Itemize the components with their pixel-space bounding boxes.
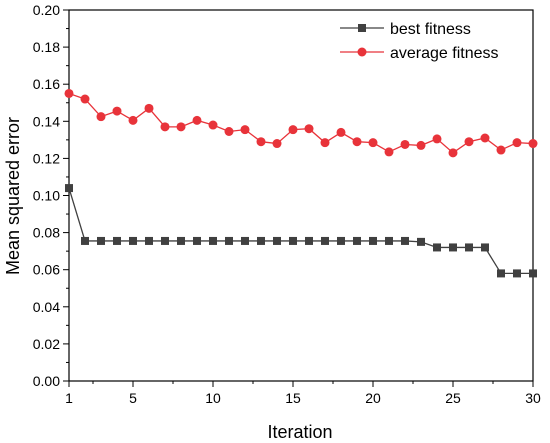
y-tick-label: 0.08 [33,225,60,241]
data-point [256,137,266,147]
data-point [160,122,170,132]
data-point [385,236,393,245]
legend-label: average fitness [390,45,499,62]
data-point [273,236,281,245]
data-point [289,236,297,245]
x-tick-label: 1 [65,390,73,406]
series-line [68,187,533,275]
x-tick-label: 15 [285,390,301,406]
legend-marker [357,47,367,57]
data-point [112,106,122,116]
data-point [305,236,313,245]
data-point [65,184,73,193]
data-point [528,139,538,149]
data-point [80,94,90,104]
y-tick-label: 0.20 [33,2,60,18]
data-point [449,243,457,252]
data-point [496,145,506,155]
data-point [129,236,137,245]
series-best-fitness [65,184,537,278]
data-point [304,124,314,134]
data-point [144,103,154,113]
data-point [193,236,201,245]
data-point [257,236,265,245]
data-point [321,236,329,245]
data-point [320,138,330,148]
y-tick-label: 0.14 [33,113,60,129]
data-point [400,139,410,149]
y-tick-label: 0.10 [33,188,60,204]
data-point [512,138,522,148]
data-point [240,125,250,135]
legend: best fitness average fitness [340,21,499,62]
data-point [225,236,233,245]
data-point [97,236,105,245]
axes: 1 5 10 15 20 25 300.000.020.040.060.080.100.12… [33,2,541,406]
data-point [513,269,521,278]
plot-frame [68,9,534,382]
data-point [401,236,409,245]
y-tick-label: 0.06 [33,262,60,278]
series-line [68,92,534,154]
x-tick-label: 10 [205,390,221,406]
data-point [208,120,218,130]
x-axis-title: Iteration [267,422,332,442]
y-tick-label: 0.02 [33,336,60,352]
data-point [336,127,346,137]
data-point [433,243,441,252]
data-point [177,236,185,245]
x-tick-label: 30 [525,390,541,406]
data-point [432,134,442,144]
data-point [288,125,298,135]
data-point [64,88,74,98]
y-tick-label: 0.18 [33,39,60,55]
data-point [81,236,89,245]
data-point [416,140,426,150]
data-point [113,236,121,245]
y-tick-label: 0.16 [33,76,60,92]
data-point [192,115,202,125]
data-point [352,137,362,147]
data-point [464,137,474,147]
data-point [161,236,169,245]
x-tick-label: 20 [365,390,381,406]
data-point [369,236,377,245]
data-point [529,269,537,278]
data-point [96,112,106,122]
data-point [209,236,217,245]
x-tick-label: 5 [129,390,137,406]
legend-label: best fitness [390,21,471,38]
data-point [272,139,282,149]
data-point [224,127,234,137]
data-point [337,236,345,245]
y-tick-label: 0.12 [33,150,60,166]
legend-marker [358,24,366,32]
data-point [481,243,489,252]
data-point [128,115,138,125]
data-point [384,147,394,157]
y-tick-label: 0.04 [33,299,60,315]
series-layer [64,88,538,278]
series-average-fitness [64,88,538,158]
data-point [465,243,473,252]
data-point [497,269,505,278]
data-point [417,237,425,246]
data-point [480,133,490,143]
data-point [145,236,153,245]
data-point [353,236,361,245]
data-point [368,138,378,148]
x-tick-label: 25 [445,390,461,406]
y-tick-label: 0.00 [33,373,60,389]
data-point [176,122,186,132]
data-point [448,148,458,158]
y-axis-title: Mean squared error [3,117,23,275]
data-point [241,236,249,245]
